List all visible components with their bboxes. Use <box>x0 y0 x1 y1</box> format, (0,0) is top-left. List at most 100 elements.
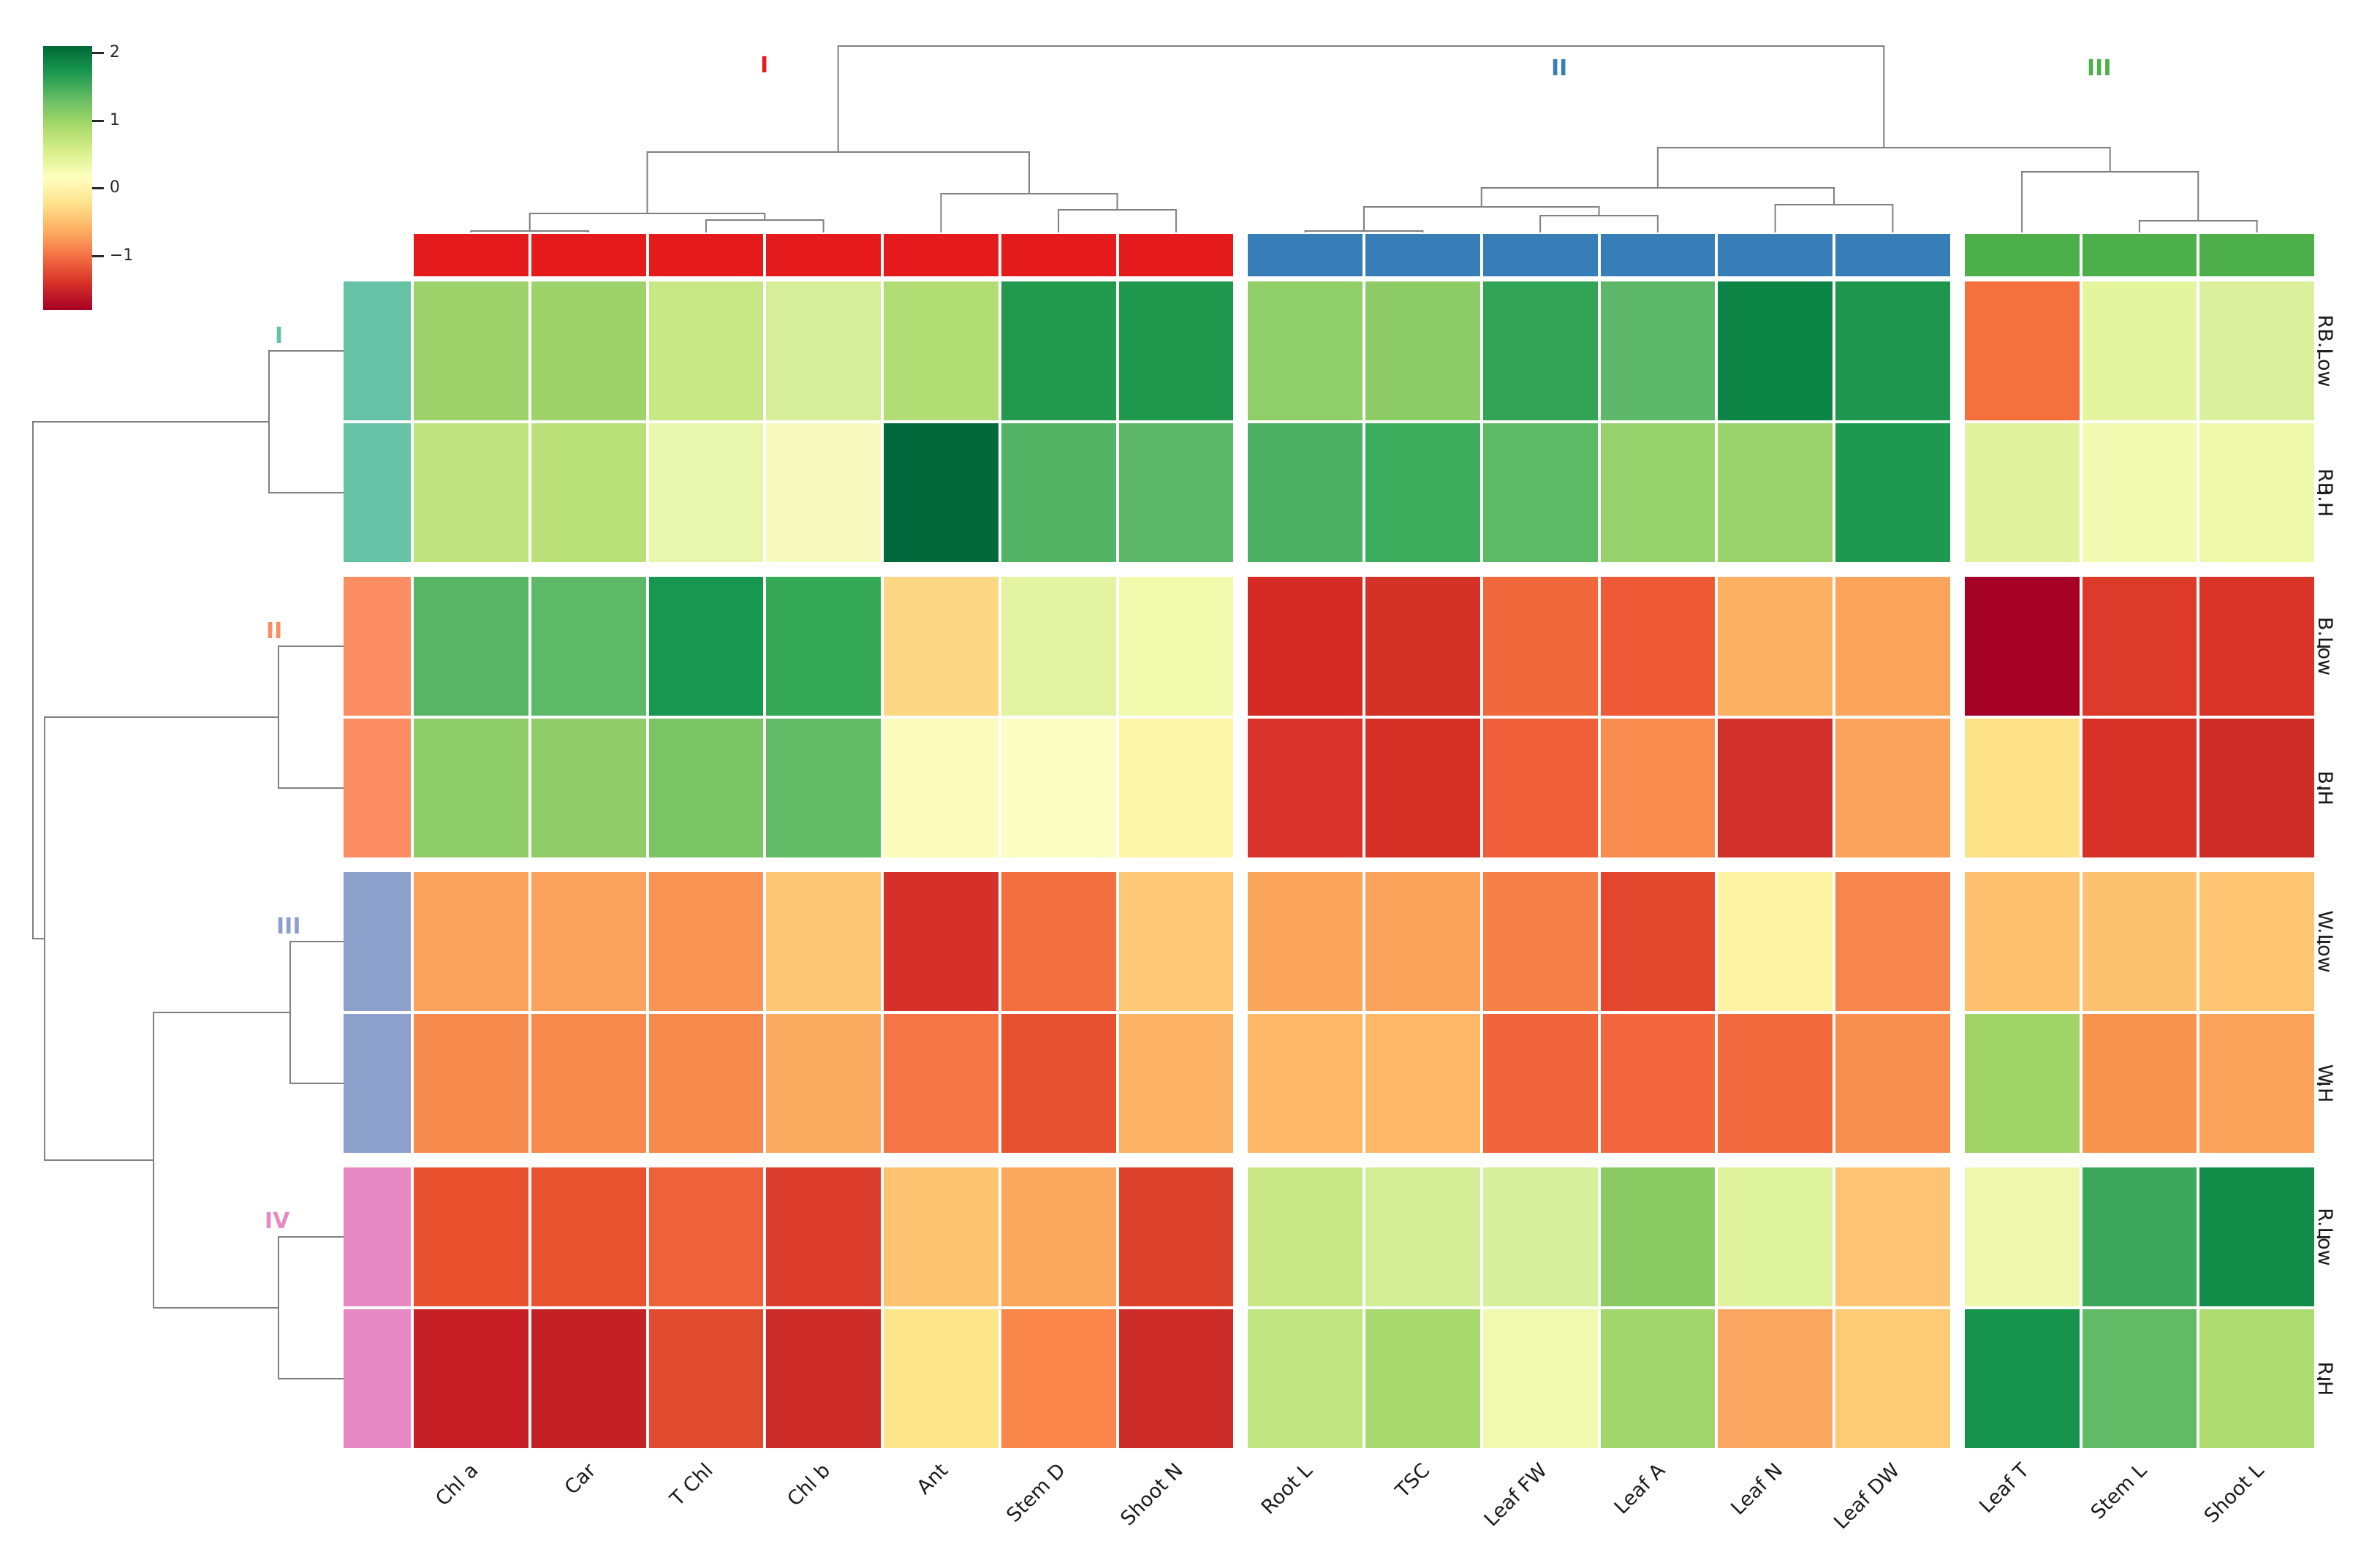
heatmap-cell <box>1001 1014 1116 1153</box>
heatmap-cell <box>1365 1014 1480 1153</box>
column-cluster-swatch <box>1001 234 1116 276</box>
column-label: Chl b <box>783 1459 835 1511</box>
heatmap-cell <box>1118 423 1234 562</box>
colorbar-tick-mark <box>92 52 104 55</box>
heatmap-cell <box>531 281 646 420</box>
heatmap-cell <box>1248 1167 1363 1306</box>
heatmap-cell <box>1718 719 1833 857</box>
heatmap-matrix <box>414 281 2314 1448</box>
heatmap-cell <box>1718 281 1833 420</box>
heatmap-cell <box>1964 577 2080 716</box>
heatmap-cell <box>1001 577 1116 716</box>
heatmap-cell <box>1118 1309 1234 1448</box>
heatmap-cell <box>2082 1309 2197 1448</box>
heatmap-cell <box>2082 423 2197 562</box>
row-cluster-swatch <box>344 719 411 857</box>
colorbar-tick-label: 2 <box>110 43 120 62</box>
row-cluster-label: IV <box>265 1208 290 1234</box>
heatmap-cell <box>414 1014 528 1153</box>
heatmap-cell <box>1001 872 1116 1011</box>
heatmap-cell <box>648 423 764 562</box>
heatmap-cell <box>1118 1014 1234 1153</box>
heatmap-cell <box>1248 423 1363 562</box>
heatmap-cell <box>1600 1309 1716 1448</box>
colorbar-gradient <box>43 46 92 310</box>
row-cluster-label: II <box>266 618 283 644</box>
heatmap-cell <box>766 1167 881 1306</box>
row-label: B.H <box>2313 770 2336 806</box>
heatmap-cell <box>1600 719 1716 857</box>
heatmap-cell <box>1600 577 1716 716</box>
heatmap-cell <box>1964 1309 2080 1448</box>
heatmap-cell <box>1118 281 1234 420</box>
heatmap-cell <box>2199 281 2314 420</box>
row-cluster-swatch <box>344 423 411 562</box>
heatmap-cell <box>766 872 881 1011</box>
heatmap-cell <box>1718 1309 1833 1448</box>
column-cluster-swatch <box>1118 234 1234 276</box>
row-cluster-swatch <box>344 281 411 420</box>
heatmap-cell <box>531 577 646 716</box>
heatmap-cell <box>766 577 881 716</box>
row-label: B.Low <box>2313 616 2336 676</box>
colorbar-tick-label: −1 <box>110 246 134 265</box>
heatmap-cell <box>1001 1309 1116 1448</box>
heatmap-cell <box>884 872 998 1011</box>
column-cluster-swatch <box>531 234 646 276</box>
heatmap-cell <box>414 1309 528 1448</box>
colorbar-tick-mark <box>92 119 104 122</box>
heatmap-cell <box>648 1167 764 1306</box>
heatmap-cell <box>1001 423 1116 562</box>
heatmap-cell <box>1248 577 1363 716</box>
heatmap-cell <box>648 1014 764 1153</box>
heatmap-cell <box>1248 719 1363 857</box>
colorbar-tick-label: 0 <box>110 178 120 197</box>
heatmap-cell <box>1482 577 1598 716</box>
column-label: Leaf N <box>1726 1459 1787 1520</box>
column-label: Car <box>560 1459 601 1499</box>
heatmap-cell <box>414 719 528 857</box>
heatmap-cell <box>414 1167 528 1306</box>
heatmap-cell <box>2082 719 2197 857</box>
column-cluster-swatch <box>1600 234 1716 276</box>
heatmap-cell <box>766 1309 881 1448</box>
row-cluster-swatch <box>344 1167 411 1306</box>
heatmap-cell <box>1718 1167 1833 1306</box>
heatmap-cell <box>648 577 764 716</box>
heatmap-cell <box>1482 1167 1598 1306</box>
column-cluster-swatch <box>414 234 528 276</box>
heatmap-cell <box>1964 1014 2080 1153</box>
heatmap-cell <box>1365 1309 1480 1448</box>
colorbar-tick-mark <box>92 187 104 190</box>
heatmap-cell <box>1118 872 1234 1011</box>
heatmap-cell <box>1365 577 1480 716</box>
heatmap-cell <box>2199 1167 2314 1306</box>
heatmap-cell <box>531 1014 646 1153</box>
heatmap-cell <box>1365 872 1480 1011</box>
column-cluster-swatch <box>1964 234 2080 276</box>
heatmap-cell <box>1600 423 1716 562</box>
heatmap-cell <box>1835 577 1950 716</box>
heatmap-cell <box>1482 423 1598 562</box>
colorbar-tick-mark <box>92 254 104 257</box>
column-cluster-swatch <box>1365 234 1480 276</box>
heatmap-cell <box>884 1014 998 1153</box>
row-tick-mark <box>2317 1083 2330 1085</box>
heatmap-cell <box>1365 1167 1480 1306</box>
heatmap-cell <box>531 423 646 562</box>
row-tick-mark <box>2317 941 2330 943</box>
heatmap-cell <box>766 719 881 857</box>
column-label: Ant <box>912 1459 953 1499</box>
column-label: Stem D <box>1002 1459 1071 1527</box>
heatmap-cell <box>766 423 881 562</box>
heatmap-cell <box>1482 1309 1598 1448</box>
column-cluster-swatch <box>648 234 764 276</box>
heatmap-cell <box>1600 1014 1716 1153</box>
heatmap-cell <box>414 423 528 562</box>
row-dendrogram <box>32 350 344 1379</box>
row-cluster-swatch <box>344 1014 411 1153</box>
heatmap-cell <box>1482 872 1598 1011</box>
heatmap-cell <box>1600 872 1716 1011</box>
row-label: RB.H <box>2313 468 2336 518</box>
heatmap-cell <box>1718 872 1833 1011</box>
